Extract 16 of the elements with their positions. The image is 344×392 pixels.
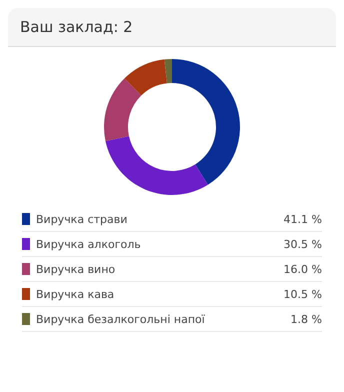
legend-label: Виручка страви: [36, 212, 128, 226]
legend-label: Виручка безалкогольні напої: [36, 312, 206, 326]
legend-label: Виручка алкоголь: [36, 238, 142, 250]
donut-slice: [124, 59, 168, 96]
donut-slice: [105, 136, 208, 195]
data-label: 1.8 %: [290, 312, 322, 326]
donut-slice: [172, 59, 240, 185]
data-label: 10.5 %: [284, 288, 322, 300]
chart-title: Ваш заклад: 2: [8, 8, 336, 47]
data-label: 30.5 %: [284, 238, 322, 250]
data-label: 41.1 %: [284, 212, 322, 226]
legend-label: Виручка вино: [36, 262, 116, 276]
data-label: 16.0 %: [284, 262, 322, 276]
donut-slice: [104, 78, 142, 142]
donut-slice: [164, 59, 172, 84]
legend-label: Виручка кава: [36, 288, 116, 300]
